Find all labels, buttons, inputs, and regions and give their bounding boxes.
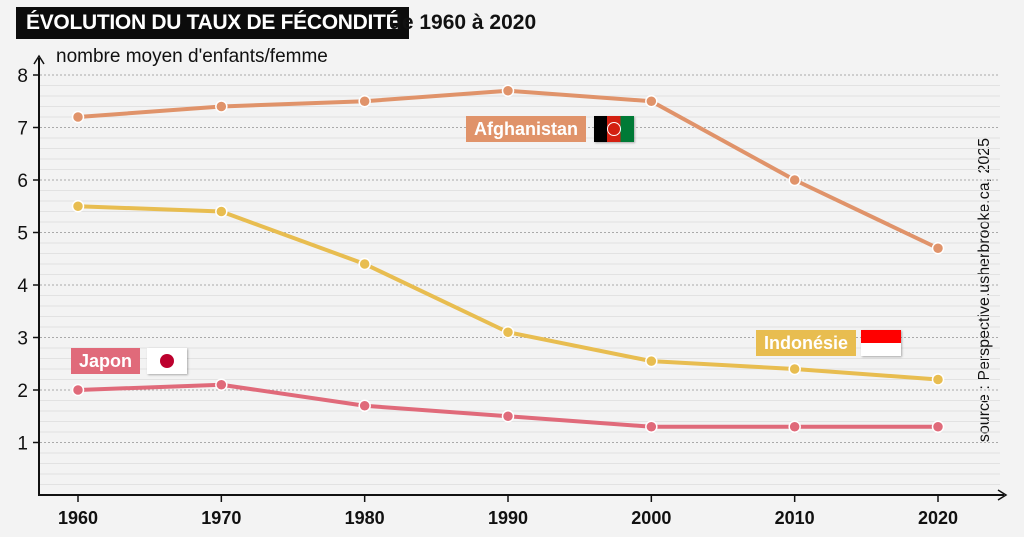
data-point [931,420,945,433]
afghanistan-flag-icon [594,116,634,142]
data-point [358,399,371,412]
data-point [645,420,658,433]
data-point [71,383,85,397]
y-tick-label: 2 [17,381,28,402]
label-japon: Japon [71,348,141,374]
data-point [215,205,228,218]
data-point [788,173,801,187]
data-point [358,95,371,108]
data-point [501,410,515,423]
data-point [71,110,85,124]
data-point [645,95,658,108]
japan-flag-icon [147,348,187,374]
y-tick-label: 1 [17,434,28,455]
data-point [501,84,515,97]
chart-subtitle: de 1960 à 2020 [389,11,537,34]
x-tick-label: 2000 [631,508,671,528]
y-tick-label: 8 [17,66,28,87]
y-tick-label: 3 [17,329,28,350]
x-tick-label: 1990 [488,508,528,528]
x-tick-label: 1960 [58,508,98,528]
x-axis-arrow-icon [997,489,1008,501]
y-tick-label: 7 [17,119,28,140]
data-point [788,420,801,433]
data-point [501,326,515,339]
y-axis-label: nombre moyen d'enfants/femme [56,46,328,67]
data-point [931,373,945,386]
data-point [931,242,945,255]
y-tick-label: 6 [17,171,28,192]
y-axis-arrow-icon [33,54,45,65]
x-tick-label: 1980 [345,508,385,528]
data-point [215,378,228,391]
data-point [645,354,658,368]
data-point [71,200,85,213]
data-point [788,362,801,376]
label-indonesie: Indonésie [756,330,857,356]
y-tick-label: 4 [17,276,28,297]
indonesia-flag-icon [861,330,901,356]
x-tick-label: 2010 [775,508,815,528]
x-tick-label: 1970 [201,508,241,528]
label-afghanistan: Afghanistan [466,116,587,142]
x-tick-label: 2020 [918,508,958,528]
chart-title: ÉVOLUTION DU TAUX DE FÉCONDITÉ [16,7,410,39]
data-point [215,100,228,113]
data-point [358,257,371,271]
y-tick-label: 5 [17,224,28,245]
